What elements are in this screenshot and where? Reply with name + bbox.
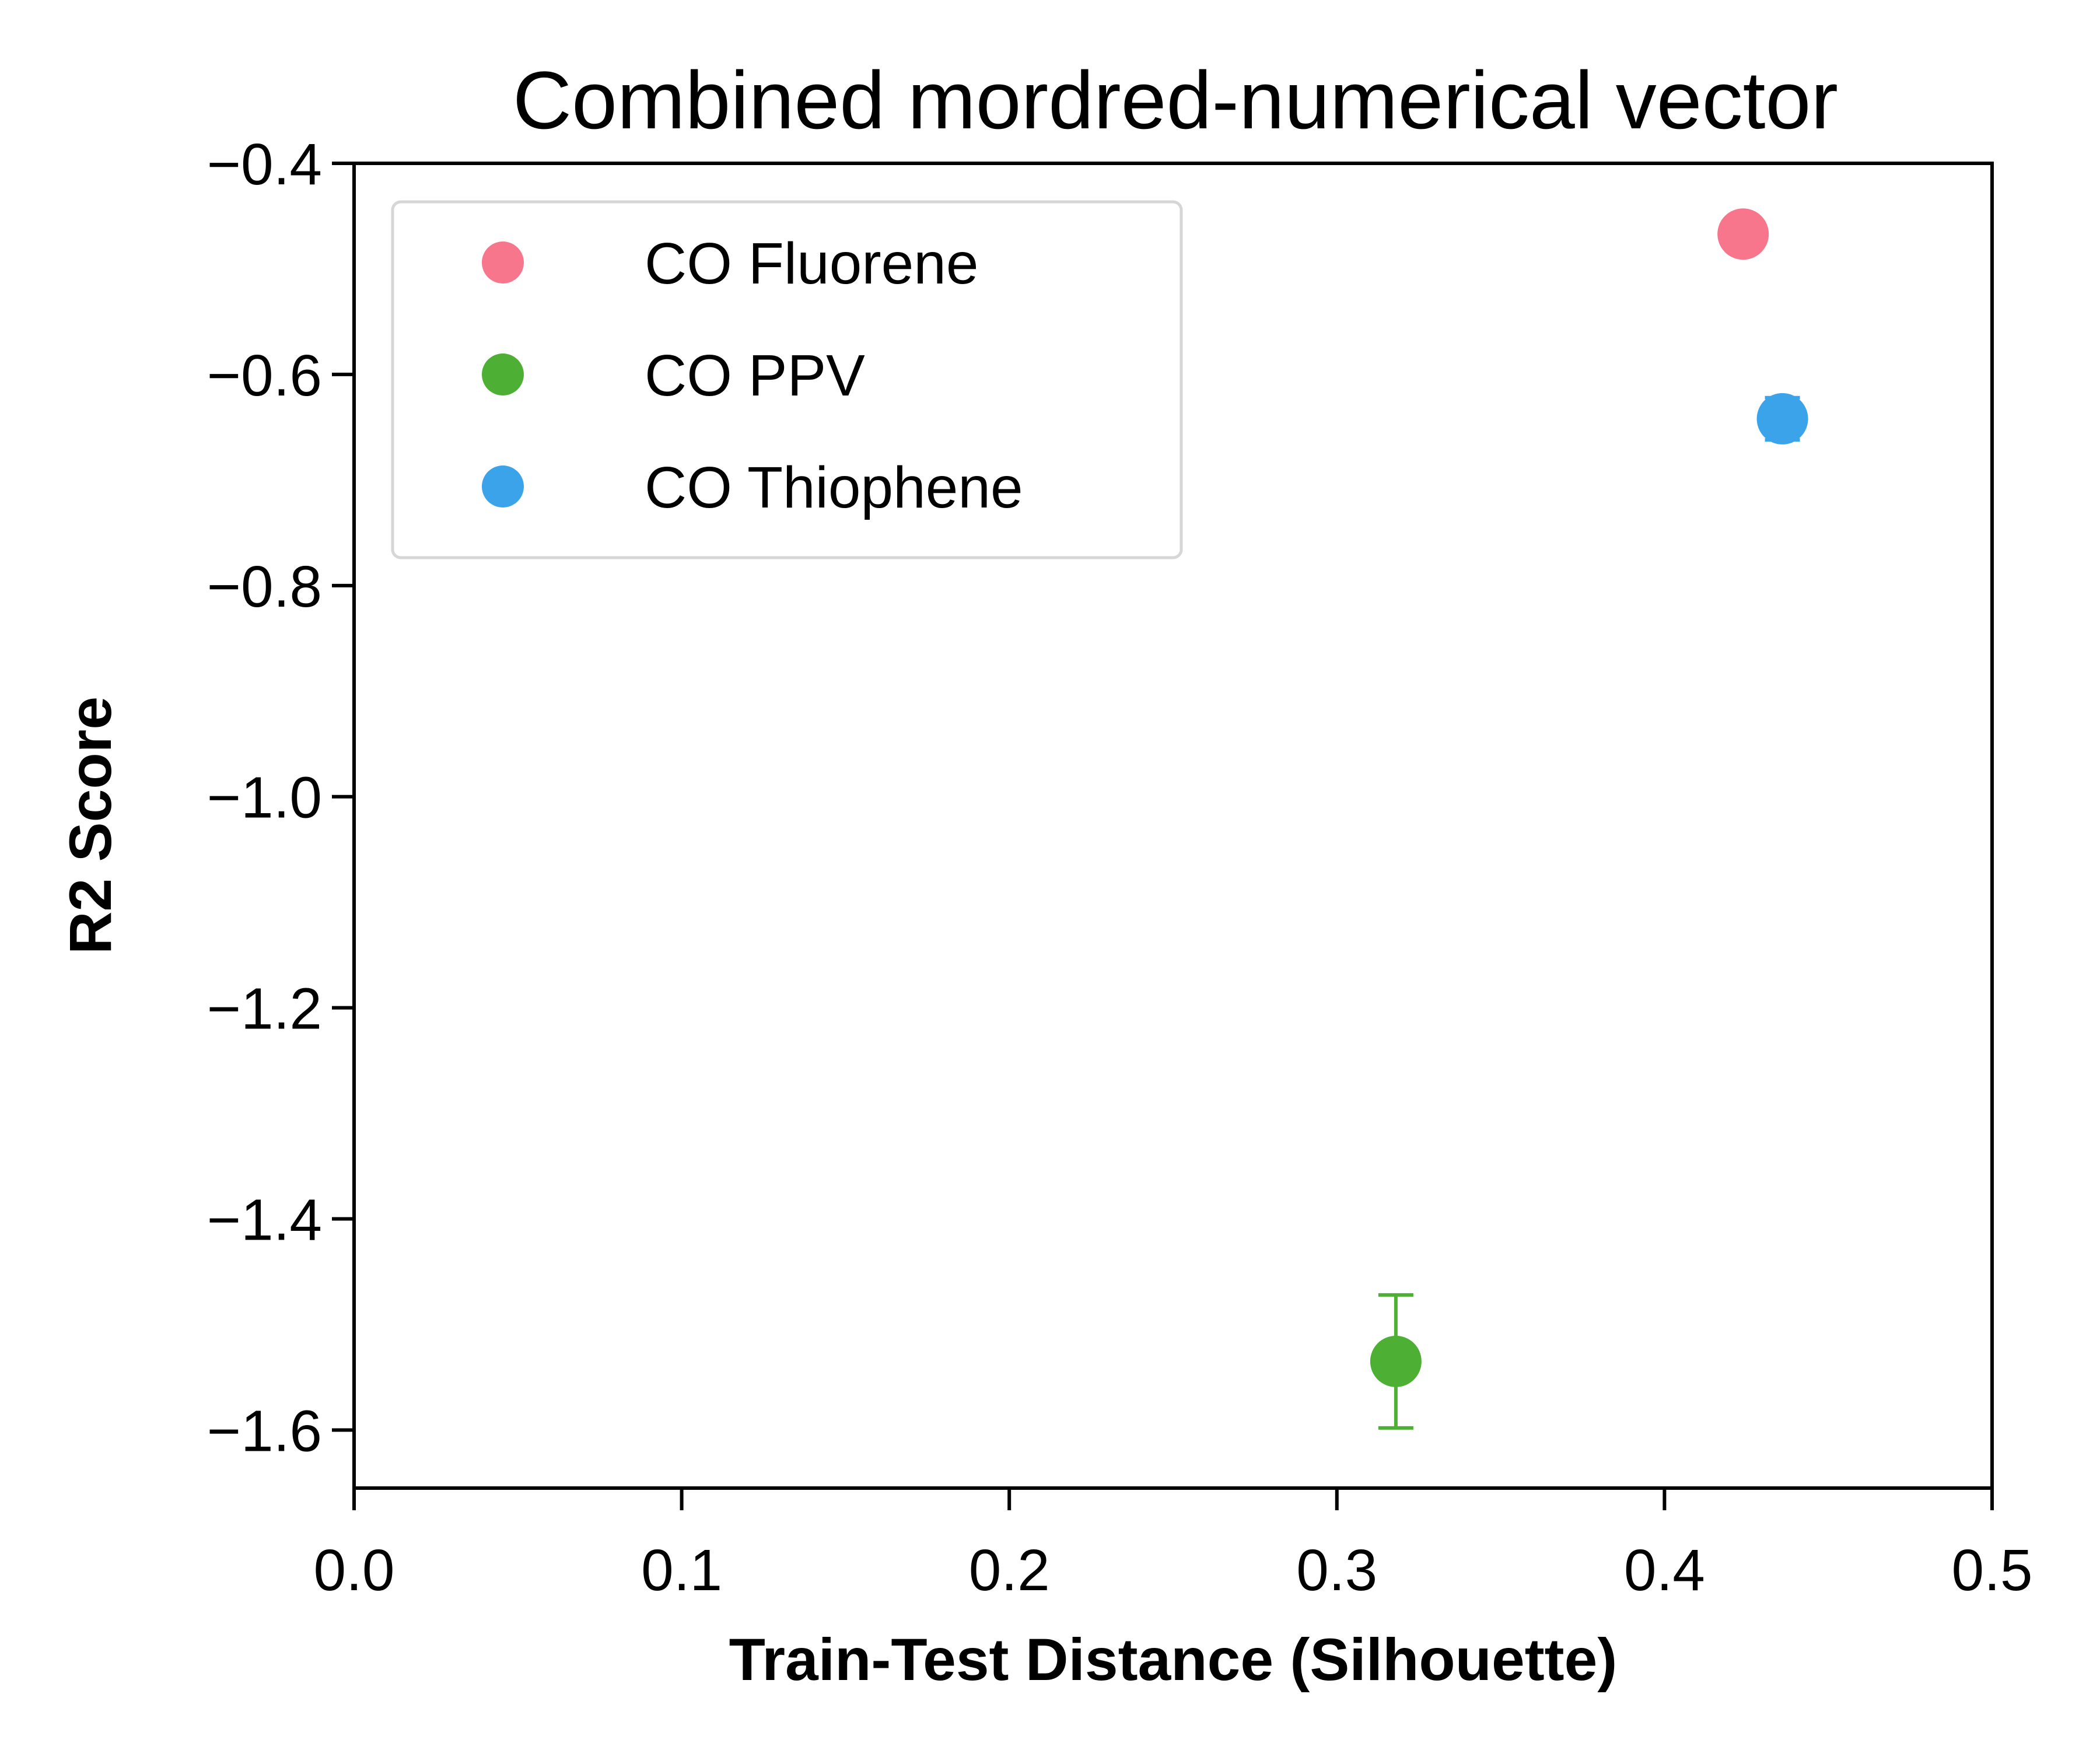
y-tick-label: −1.4: [207, 1188, 322, 1253]
x-tick-label: 0.5: [1951, 1538, 2032, 1603]
x-tick-label: 0.3: [1296, 1538, 1377, 1603]
legend-marker: [482, 354, 524, 396]
x-axis-ticks: 0.0 0.1 0.2 0.3 0.4 0.5: [313, 1488, 2033, 1603]
legend-marker: [482, 242, 524, 284]
y-tick-label: −1.6: [207, 1398, 322, 1464]
plot-frame: [352, 162, 1994, 1490]
x-tick-label: 0.2: [969, 1538, 1050, 1603]
legend-marker: [482, 466, 524, 508]
plot-area: [1370, 208, 1808, 1430]
data-point: [1756, 393, 1808, 444]
y-axis-ticks: −0.4 −0.6 −0.8 −1.0 −1.2 −1.4 −1.6: [207, 132, 354, 1464]
chart-title: Combined mordred-numerical vector: [513, 54, 1838, 146]
legend-label: CO Fluorene: [645, 231, 978, 296]
y-tick-label: −0.4: [207, 132, 322, 197]
data-point: [1717, 208, 1769, 260]
y-axis-label: R2 Score: [57, 696, 124, 954]
data-point: [1370, 1335, 1422, 1387]
legend-frame: [391, 200, 1183, 559]
x-axis-label: Train-Test Distance (Silhouette): [729, 1626, 1618, 1693]
y-tick-label: −1.0: [207, 765, 322, 831]
x-tick-label: 0.0: [313, 1538, 394, 1603]
legend-label: CO Thiophene: [645, 455, 1023, 520]
legend-label: CO PPV: [645, 343, 865, 408]
y-tick-label: −1.2: [207, 977, 322, 1042]
legend: CO Fluorene CO PPV CO Thiophene: [391, 200, 1183, 559]
y-tick-label: −0.8: [207, 554, 322, 620]
x-tick-label: 0.1: [641, 1538, 722, 1603]
x-tick-label: 0.4: [1624, 1538, 1705, 1603]
y-tick-label: −0.6: [207, 343, 322, 408]
